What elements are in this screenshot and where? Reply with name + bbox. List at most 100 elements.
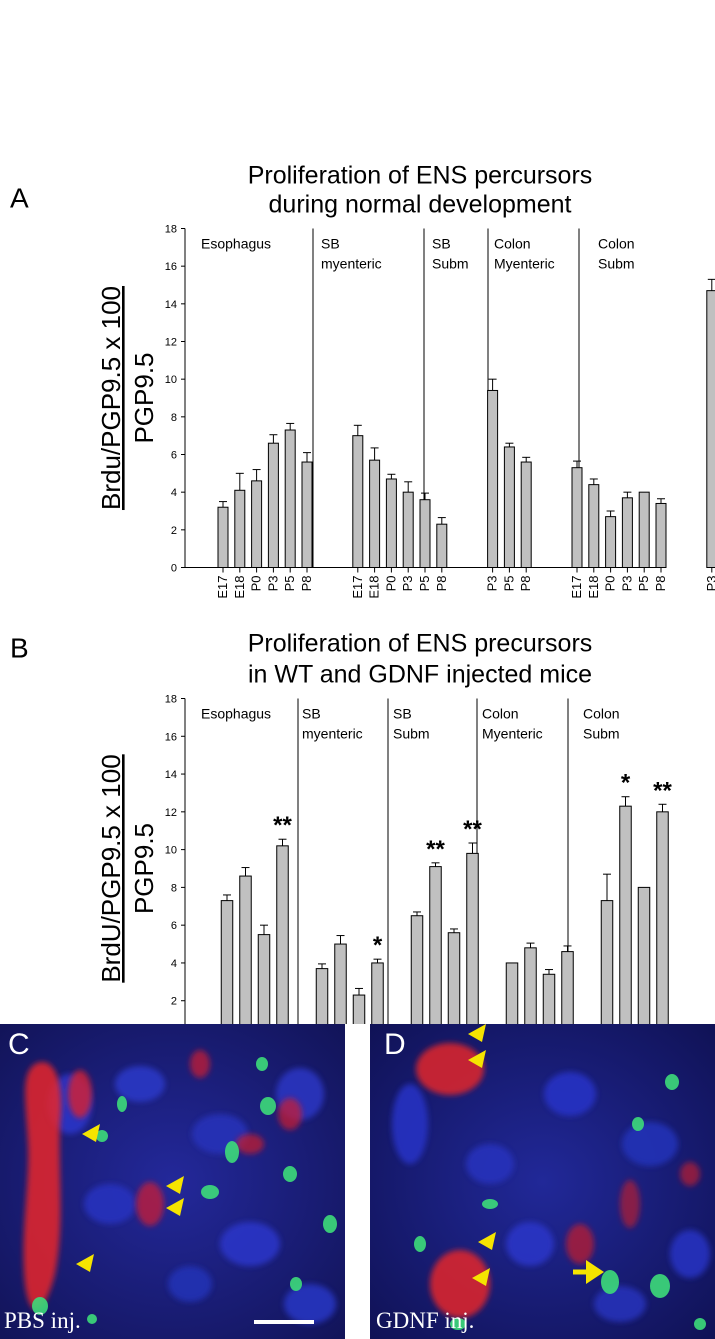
chart-b-significance-stars: * [621, 770, 631, 797]
chart-b-bar [447, 932, 461, 1040]
chart-b-title-line-2: in WT and GDNF injected mice [248, 661, 592, 689]
chart-a-group-label: SB [432, 236, 451, 252]
chart-b-bar [257, 934, 271, 1039]
chart-a-bar [605, 516, 617, 568]
chart-a-title-line-2: during normal development [269, 191, 572, 219]
chart-a-bar [419, 499, 431, 569]
chart-a-group-label: Subm [598, 256, 635, 272]
chart-b-bar [276, 845, 289, 1039]
arrowhead-markers-d [468, 1024, 496, 1286]
chart-b-group-label: SB [393, 706, 412, 722]
chart-b-significance-stars: ** [463, 816, 482, 843]
chart-a-xtick-label: E17 [215, 576, 230, 599]
chart-a-xtick-label: P3 [265, 576, 280, 592]
chart-b-group-label: Subm [393, 726, 430, 742]
chart-a-xtick-label: P5 [501, 576, 516, 592]
chart-b-bar [656, 811, 669, 1039]
chart-a-bar [503, 446, 515, 569]
chart-a-bar [385, 478, 397, 569]
chart-a-xtick-label: P8 [434, 576, 449, 592]
chart-a-xtick-label: P3 [704, 576, 715, 592]
chart-a-group-label: Colon [494, 236, 531, 252]
chart-a-xtick-label: P3 [619, 576, 634, 592]
chart-a-group-label: Colon [598, 236, 635, 252]
chart-a-bar [655, 502, 667, 569]
chart-b-significance-stars: ** [653, 777, 672, 804]
chart-a-ytick-label: 0 [171, 563, 177, 575]
chart-a-bar [487, 389, 499, 568]
chart-a-group-label: Myenteric [494, 256, 555, 272]
chart-a-panel-letter: A [10, 183, 29, 214]
panel-separator [345, 1024, 370, 1339]
chart-a-ytick-label: 16 [165, 261, 177, 273]
chart-a-bar [571, 467, 583, 568]
chart-b-ylabel-numerator: BrdU/PGP9.5 x 100 [96, 754, 126, 982]
chart-a-group-label: SB [321, 236, 340, 252]
chart-a-bar [267, 442, 279, 569]
chart-b-group-label: myenteric [302, 726, 363, 742]
chart-b-ytick-label: 18 [165, 694, 177, 706]
chart-a-xtick-label: P3 [485, 576, 500, 592]
chart-a-xtick-label: E18 [586, 576, 601, 599]
chart-a-group-label: Esophagus [201, 236, 271, 252]
chart-b-bar [466, 852, 479, 1040]
chart-a-bar [217, 506, 229, 569]
chart-b-significance-stars: * [373, 932, 383, 959]
chart-a-xtick-label: P5 [636, 576, 651, 592]
chart-b-bar [600, 900, 614, 1039]
chart-a-bar [234, 489, 246, 568]
chart-a-xtick-label: P0 [249, 576, 264, 592]
chart-a-bar [284, 429, 296, 568]
chart-b-bar [220, 900, 234, 1039]
chart-b-bar [619, 805, 632, 1040]
chart-b-ytick-label: 8 [171, 882, 177, 894]
chart-b-group-label: Colon [583, 706, 620, 722]
chart-a-xtick-label: P8 [518, 576, 533, 592]
chart-a-xtick-label: P5 [417, 576, 432, 592]
chart-a-xtick-label: E17 [569, 576, 584, 599]
chart-a-ytick-label: 4 [171, 487, 177, 499]
chart-b-ytick-label: 14 [165, 769, 177, 781]
chart-b-group-label: Colon [482, 706, 519, 722]
arrowhead-markers-c [76, 1124, 184, 1272]
chart-a-bar [402, 491, 414, 568]
chart-a-xtick-label: P3 [400, 576, 415, 592]
chart-a-ytick-label: 2 [171, 525, 177, 537]
micrograph-c-image [0, 1024, 345, 1339]
chart-b-group-label: Myenteric [482, 726, 543, 742]
chart-b-ytick-label: 2 [171, 996, 177, 1008]
chart-b-ytick-label: 16 [165, 731, 177, 743]
micrograph-panel-d: D GDNF inj. [370, 1024, 715, 1339]
chart-a-xtick-label: P0 [383, 576, 398, 592]
chart-a-ytick-label: 14 [165, 299, 177, 311]
chart-a-title-line-1: Proliferation of ENS percursors [248, 162, 593, 190]
chart-a-ytick-label: 6 [171, 450, 177, 462]
chart-a-ytick-label: 12 [165, 337, 177, 349]
chart-a-xtick-label: P0 [603, 576, 618, 592]
chart-a-xtick-label: E17 [350, 576, 365, 599]
chart-a-bar [301, 461, 313, 568]
chart-a-bar [352, 435, 364, 568]
panel-label-c: C [8, 1028, 30, 1061]
chart-a-bar [369, 459, 381, 568]
chart-b-ytick-label: 6 [171, 920, 177, 932]
chart-b-ytick-label: 12 [165, 807, 177, 819]
chart-a-ytick-label: 18 [165, 224, 177, 236]
caption-c: PBS inj. [4, 1308, 81, 1333]
chart-b-panel-letter: B [10, 633, 29, 664]
micrograph-panel-c: C PBS inj. [0, 1024, 345, 1339]
chart-b-significance-stars: ** [273, 812, 292, 839]
arrow-icon [573, 1260, 604, 1284]
chart-a-bar [621, 497, 633, 569]
chart-b-significance-stars: ** [426, 836, 445, 863]
chart-a-ylabel-numerator: Brdu/PGP9.5 x 100 [96, 286, 126, 510]
chart-a-bar [706, 290, 715, 568]
chart-a-group-label: Subm [432, 256, 469, 272]
panel-label-d: D [384, 1028, 406, 1061]
chart-b-ytick-label: 4 [171, 958, 177, 970]
chart-a-bar [251, 480, 263, 568]
chart-a-bar [520, 461, 532, 568]
chart-a-bar [436, 523, 448, 568]
chart-a-xtick-label: P8 [653, 576, 668, 592]
scale-bar [254, 1320, 314, 1324]
